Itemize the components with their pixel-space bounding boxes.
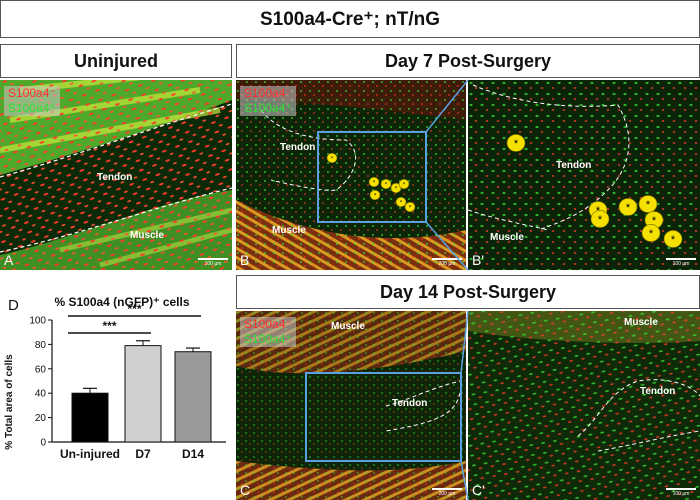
panel-cp-micrograph: Muscle Tendon C' 100 µm xyxy=(468,311,700,500)
panel-a-letter: A xyxy=(4,252,14,268)
legend-green: S100a4⁺ xyxy=(8,101,56,115)
header-day7: Day 7 Post-Surgery xyxy=(236,44,700,78)
panel-c-micrograph: S100a4⁻ S100a4⁺ Muscle Tendon C 200 µm xyxy=(236,311,466,500)
panel-a-scale-bar: 100 µm xyxy=(198,258,228,267)
y-tick-label: 40 xyxy=(35,389,47,400)
panel-c-muscle-label: Muscle xyxy=(331,321,365,332)
panel-a-muscle-label: Muscle xyxy=(130,230,164,241)
panel-bp-muscle-label: Muscle xyxy=(490,232,524,243)
x-tick-label: Un-injured xyxy=(60,447,120,461)
figure-title: S100a4-Cre⁺; nT/nG xyxy=(0,0,700,38)
panel-a-tendon-label: Tendon xyxy=(97,172,133,183)
y-tick-label: 20 xyxy=(35,413,47,424)
legend-red: S100a4⁻ xyxy=(244,86,292,100)
chart-ylabel: % Total area of cells xyxy=(4,354,15,450)
legend-green: S100a4⁺ xyxy=(244,101,292,115)
panel-b-letter: B xyxy=(240,252,250,268)
bar xyxy=(71,392,109,443)
panel-c-letter: C xyxy=(240,482,251,498)
panel-c-scale-bar: 200 µm xyxy=(432,488,462,497)
bar-chart-d: D % S100a4 (nGFP)⁺ cells % Total area of… xyxy=(4,295,226,461)
panel-b-scale-bar: 200 µm xyxy=(432,258,462,267)
panel-a-legend: S100a4⁻ S100a4⁺ xyxy=(4,86,60,116)
x-tick-label: D14 xyxy=(182,447,204,461)
bar xyxy=(174,351,212,443)
panel-cp-letter: C' xyxy=(472,482,485,498)
panel-c-legend: S100a4⁻ S100a4⁺ xyxy=(240,317,296,347)
panel-b-legend: S100a4⁻ S100a4⁺ xyxy=(240,86,296,116)
chart-panel-letter: D xyxy=(8,297,19,314)
panel-cp-muscle-label: Muscle xyxy=(624,317,658,328)
legend-red: S100a4⁻ xyxy=(244,317,292,331)
panel-c-tendon-label: Tendon xyxy=(392,398,428,409)
panel-b-micrograph: S100a4⁻ S100a4⁺ Tendon Muscle B 200 µm *… xyxy=(236,80,466,270)
x-tick-label: D7 xyxy=(135,447,151,461)
legend-red: S100a4⁻ xyxy=(8,86,56,100)
panel-cp-tendon-label: Tendon xyxy=(640,386,676,397)
panel-b-muscle-label: Muscle xyxy=(272,225,306,236)
header-uninjured: Uninjured xyxy=(0,44,232,78)
header-day14: Day 14 Post-Surgery xyxy=(236,275,700,309)
panel-b-tendon-label: Tendon xyxy=(280,142,316,153)
legend-green: S100a4⁺ xyxy=(244,332,292,346)
bar xyxy=(124,345,162,443)
panel-a-micrograph: S100a4⁻ S100a4⁺ Tendon Muscle A 100 µm xyxy=(0,80,232,270)
y-tick-label: 0 xyxy=(40,438,46,449)
y-tick-label: 80 xyxy=(35,340,47,351)
panel-bp-scale-bar: 100 µm xyxy=(666,258,696,267)
y-tick-label: 60 xyxy=(35,364,47,375)
panel-bp-letter: B' xyxy=(472,252,485,268)
panel-bp-tendon-label: Tendon xyxy=(556,160,592,171)
significance-label: *** xyxy=(102,319,116,333)
significance-label: *** xyxy=(127,302,141,316)
y-tick-label: 100 xyxy=(29,316,46,327)
panel-bp-micrograph: Tendon Muscle B' 100 µm * * * * * * * * xyxy=(468,80,700,270)
chart-title: % S100a4 (nGFP)⁺ cells xyxy=(54,295,189,309)
panel-cp-scale-bar: 100 µm xyxy=(666,488,696,497)
